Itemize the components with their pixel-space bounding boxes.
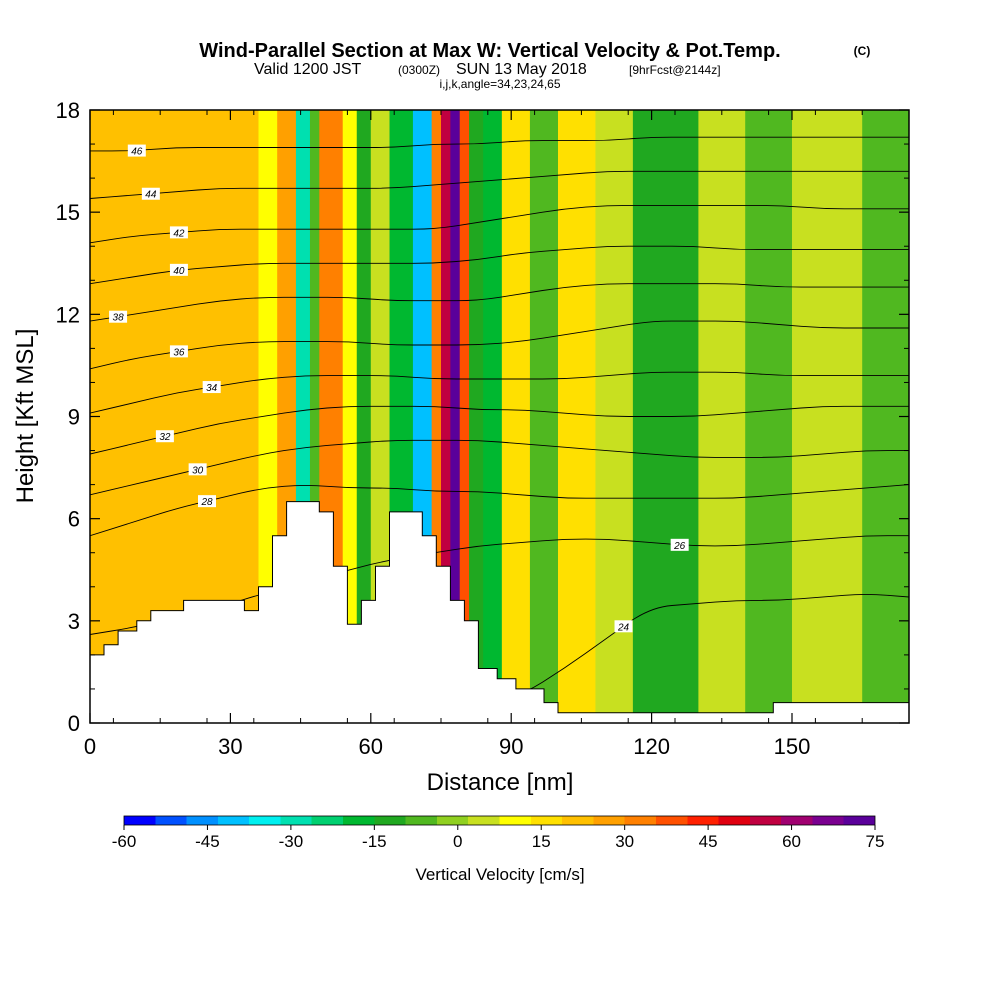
theta-contour-label: 34 xyxy=(206,383,218,394)
theta-contour-label: 28 xyxy=(200,497,213,508)
colorbar-tick-label: -45 xyxy=(195,832,220,851)
theta-contour-labels: 24 26 28 30 32 34 36 38 40 42 44 46 xyxy=(109,144,689,633)
x-axis-ticks: 0 30 60 90 120 150 xyxy=(84,110,863,759)
theta-contour-label: 38 xyxy=(113,313,125,324)
y-tick-label: 12 xyxy=(56,302,80,327)
velocity-band xyxy=(469,110,484,723)
plot-area: 24 26 28 30 32 34 36 38 40 42 44 46 xyxy=(90,110,909,723)
theta-contour-label: 24 xyxy=(617,622,630,633)
colorbar: -60 -45 -30 -15 0 15 30 45 60 75 Vertical Velocit… xyxy=(112,815,885,884)
x-tick-label: 60 xyxy=(359,734,383,759)
x-tick-label: 90 xyxy=(499,734,523,759)
theta-contour-42 xyxy=(90,204,909,244)
y-axis-label: Height [Kft MSL] xyxy=(12,329,39,504)
theta-contour-label-bg xyxy=(169,226,188,239)
theta-contour-label: 26 xyxy=(673,541,686,552)
terrain-mask xyxy=(90,501,909,723)
valid-utc: (0300Z) xyxy=(398,63,440,77)
grid-indices: i,j,k,angle=34,23,24,65 xyxy=(439,77,560,91)
velocity-band xyxy=(792,110,863,723)
y-tick-label: 9 xyxy=(68,405,80,430)
y-tick-label: 6 xyxy=(68,507,80,532)
colorbar-ticks: -60 -45 -30 -15 0 15 30 45 60 75 xyxy=(112,825,885,851)
theta-contour-label: 44 xyxy=(145,190,157,201)
colorbar-tick-label: 75 xyxy=(866,832,885,851)
colorbar-tick-label: 15 xyxy=(532,832,551,851)
velocity-band xyxy=(483,110,503,723)
theta-contour-34 xyxy=(90,371,909,414)
y-tick-label: 0 xyxy=(68,711,80,736)
theta-contour-label-bg xyxy=(198,495,216,508)
theta-contour-label: 46 xyxy=(131,147,143,158)
theta-contour-32 xyxy=(90,405,909,455)
theta-contour-label-bg xyxy=(141,187,160,200)
colorbar-tick-label: -15 xyxy=(362,832,387,851)
x-tick-label: 0 xyxy=(84,734,96,759)
y-tick-label: 18 xyxy=(56,98,80,123)
colorbar-tick-label: 45 xyxy=(699,832,718,851)
velocity-band xyxy=(441,110,451,723)
theta-contour-46 xyxy=(90,136,909,152)
colorbar-tick-label: 60 xyxy=(782,832,801,851)
theta-contour-44 xyxy=(90,170,909,199)
colorbar-title: Vertical Velocity [cm/s] xyxy=(415,865,584,884)
velocity-band xyxy=(459,110,470,723)
velocity-band xyxy=(501,110,531,723)
x-tick-label: 30 xyxy=(218,734,242,759)
copyright-mark: (C) xyxy=(854,44,871,58)
velocity-band xyxy=(529,110,559,723)
theta-contour-label: 36 xyxy=(173,347,185,358)
chart-title: Wind-Parallel Section at Max W: Vertical… xyxy=(199,40,780,62)
theta-contour-label: 32 xyxy=(159,432,171,443)
forecast-info: [9hrFcst@2144z] xyxy=(629,63,721,77)
velocity-band xyxy=(431,110,442,723)
theta-contour-label-bg xyxy=(188,463,207,476)
theta-contour-label: 30 xyxy=(192,465,204,476)
colorbar-tick-label: 0 xyxy=(453,832,462,851)
y-tick-label: 15 xyxy=(56,200,80,225)
colorbar-tick-label: 30 xyxy=(615,832,634,851)
velocity-band xyxy=(698,110,746,723)
valid-date: SUN 13 May 2018 xyxy=(456,61,587,78)
colorbar-tick-label: -30 xyxy=(279,832,304,851)
theta-contour-40 xyxy=(90,245,909,285)
theta-contour-label-bg xyxy=(670,538,689,551)
theta-contour-label-bg xyxy=(127,144,146,157)
valid-prefix: Valid 1200 JST xyxy=(254,61,362,78)
theta-contour-36 xyxy=(90,320,909,370)
x-tick-label: 150 xyxy=(774,734,811,759)
theta-contour-label-bg xyxy=(169,263,188,276)
y-tick-label: 3 xyxy=(68,609,80,634)
theta-contour-label-bg xyxy=(614,620,633,633)
velocity-band xyxy=(450,110,461,723)
theta-contour-label-bg xyxy=(109,310,128,323)
theta-contour-label-bg xyxy=(169,345,188,358)
velocity-band xyxy=(745,110,793,723)
theta-contour-label-bg xyxy=(155,430,174,443)
velocity-band xyxy=(558,110,596,723)
x-tick-label: 120 xyxy=(633,734,670,759)
x-axis-label: Distance [nm] xyxy=(427,769,574,796)
theta-contour-38 xyxy=(90,283,909,322)
velocity-band xyxy=(309,110,320,723)
colorbar-bar xyxy=(123,815,876,826)
theta-contour-label-bg xyxy=(202,381,221,394)
theta-contour-label: 42 xyxy=(173,228,185,239)
valid-time-line: Valid 1200 JST (0300Z) SUN 13 May 2018 [… xyxy=(254,61,721,78)
colorbar-tick-label: -60 xyxy=(112,832,137,851)
theta-contour-label: 40 xyxy=(173,266,185,277)
